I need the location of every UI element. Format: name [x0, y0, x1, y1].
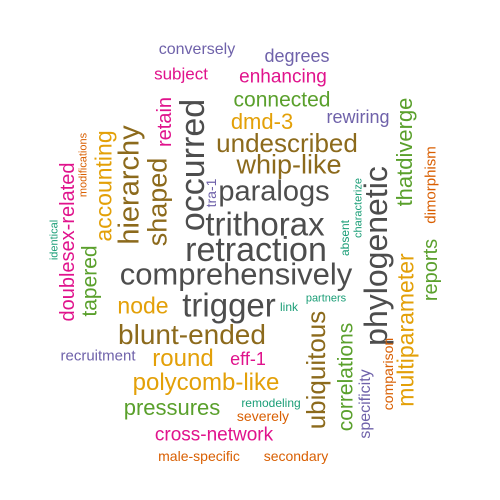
word-retain: retain [154, 96, 176, 148]
word-node: node [117, 292, 169, 319]
word-trigger: trigger [182, 286, 276, 324]
word-ubiquitous: ubiquitous [301, 310, 331, 430]
word-paralogs: paralogs [218, 175, 330, 208]
word-subject: subject [154, 64, 208, 84]
word-remodeling: remodeling [241, 396, 301, 410]
word-dimorphism: dimorphism [422, 146, 440, 224]
word-male-specific: male-specific [158, 448, 240, 464]
word-correlations: correlations [334, 322, 358, 432]
word-partners: partners [305, 292, 347, 305]
word-severely: severely [236, 408, 290, 424]
word-link: link [279, 300, 299, 314]
word-specificity: specificity [357, 369, 374, 439]
word-recruitment: recruitment [60, 347, 136, 365]
word-connected: connected [233, 88, 331, 112]
word-tra-1: tra-1 [203, 178, 219, 208]
word-shaped: shaped [142, 157, 173, 247]
word-accounting: accounting [90, 130, 117, 242]
word-multiparameter: multiparameter [392, 253, 419, 407]
word-conversely: conversely [158, 41, 236, 58]
word-degrees: degrees [264, 46, 330, 66]
word-retraction: retraction [185, 231, 327, 269]
word-polycomb-like: polycomb-like [132, 369, 280, 396]
word-thatdiverge: thatdiverge [392, 97, 417, 207]
word-dmd-3: dmd-3 [230, 109, 294, 134]
word-absent: absent [338, 219, 352, 257]
word-round: round [152, 345, 214, 372]
word-eff-1: eff-1 [230, 349, 266, 369]
word-rewiring: rewiring [326, 107, 390, 127]
word-enhancing: enhancing [239, 66, 327, 88]
word-trithorax: trithorax [205, 205, 325, 243]
word-phylogenetic: phylogenetic [358, 166, 394, 346]
word-pressures: pressures [123, 395, 221, 420]
word-modifications: modifications [77, 132, 90, 198]
word-secondary: secondary [263, 448, 329, 464]
word-occurred: occurred [174, 98, 212, 232]
word-comparison: comparison [380, 337, 396, 411]
word-cross-network: cross-network [154, 424, 274, 446]
word-doublesex-related: doublesex-related [57, 162, 79, 322]
word-whip-like: whip-like [236, 149, 342, 180]
word-comprehensively: comprehensively [119, 256, 353, 292]
word-hierarchy: hierarchy [113, 125, 146, 245]
word-blunt-ended: blunt-ended [118, 319, 266, 350]
word-reports: reports [420, 238, 442, 302]
word-tapered: tapered [78, 245, 102, 317]
word-undescribed: undescribed [216, 128, 358, 158]
